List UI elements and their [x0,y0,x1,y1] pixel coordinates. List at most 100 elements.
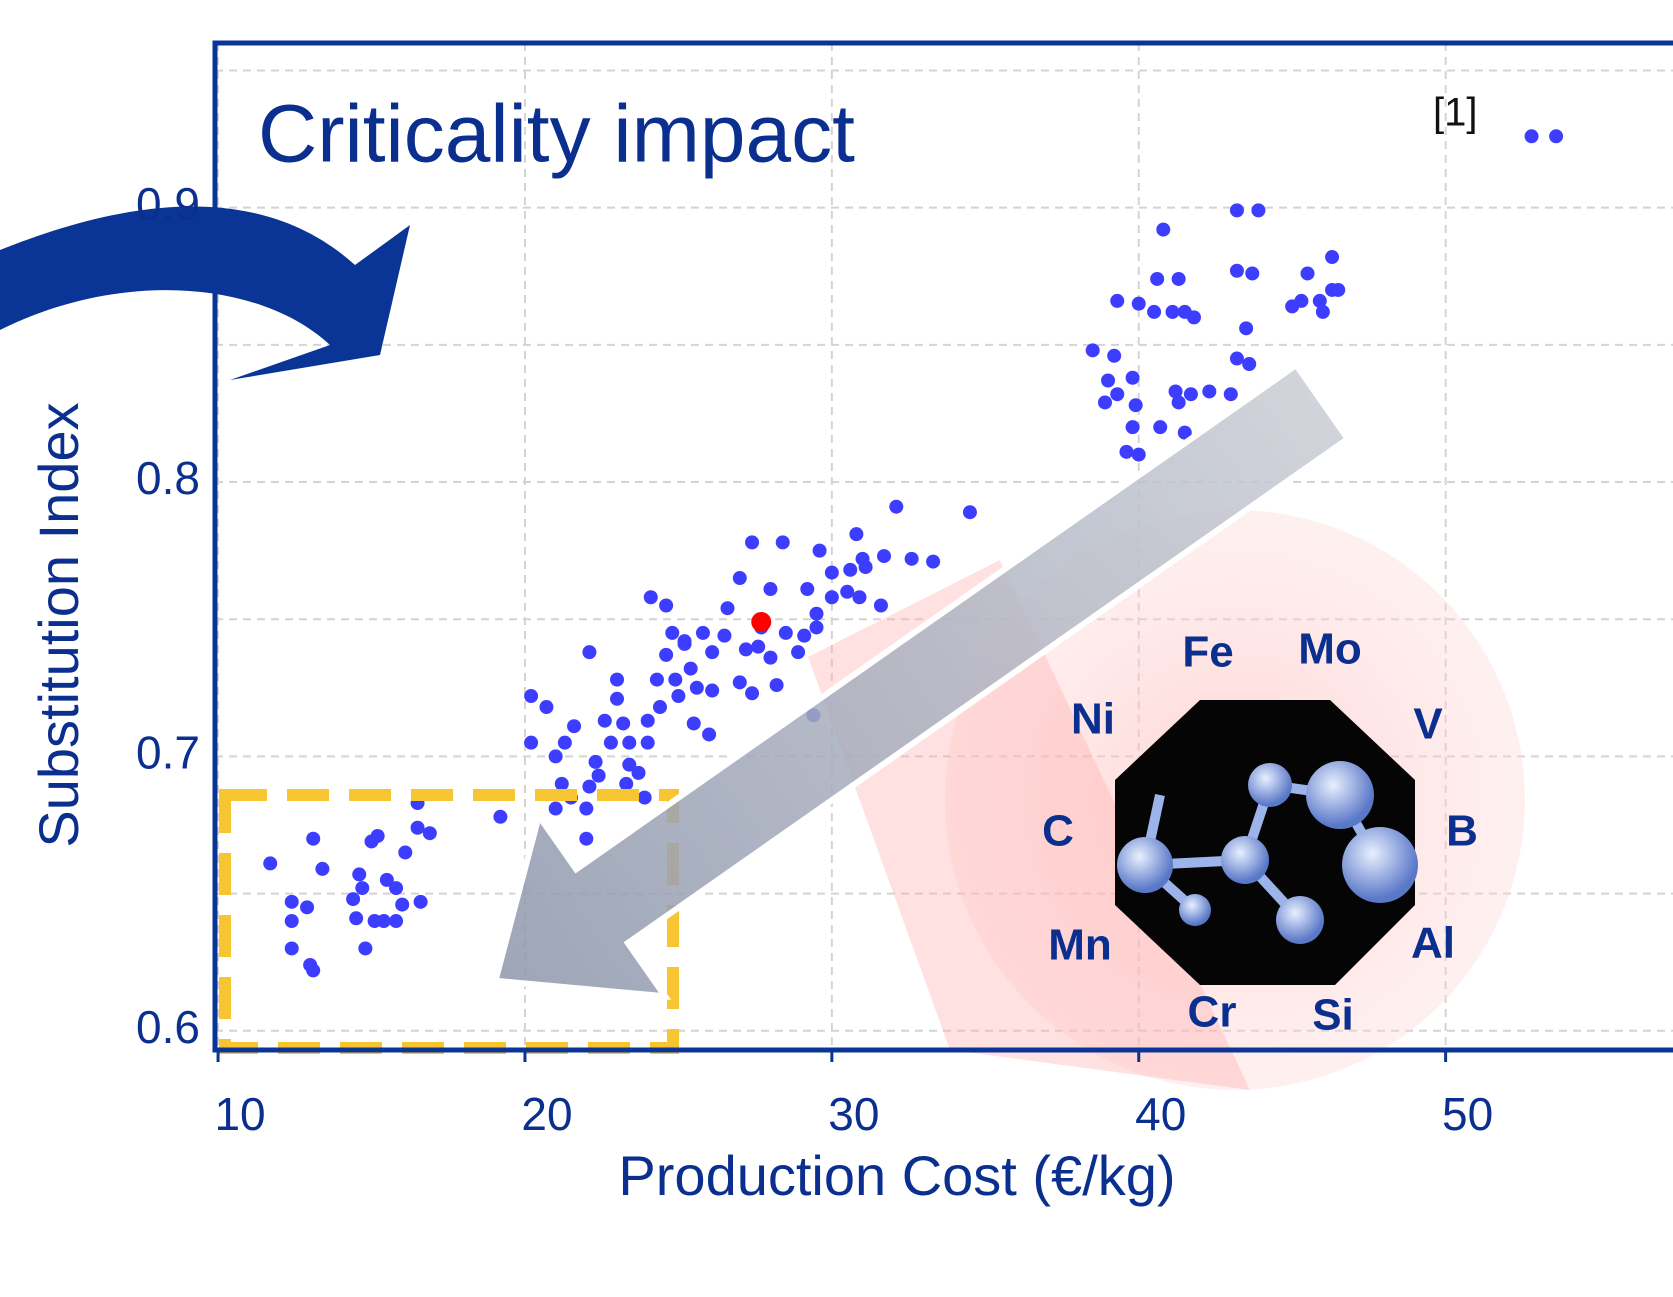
data-point [306,832,320,846]
data-point [1549,129,1563,143]
data-point [622,736,636,750]
data-point [705,645,719,659]
data-point [843,563,857,577]
data-point [797,629,811,643]
data-point [1119,445,1133,459]
data-point [1098,395,1112,409]
y-axis-title: Substitution Index [27,402,90,847]
data-point [524,689,538,703]
data-point [810,620,824,634]
data-point [825,566,839,580]
data-point [889,500,903,514]
data-point [1239,321,1253,335]
data-point [1132,448,1146,462]
data-point [926,555,940,569]
data-point [1202,384,1216,398]
data-point [349,911,363,925]
data-point [644,590,658,604]
data-point [352,867,366,881]
data-point [810,607,824,621]
data-point [641,736,655,750]
data-point [555,777,569,791]
data-point [371,829,385,843]
data-point [598,714,612,728]
data-point [315,862,329,876]
data-point [1242,357,1256,371]
element-label: Fe [1182,628,1233,677]
data-point [558,736,572,750]
data-point [665,626,679,640]
data-point [579,832,593,846]
data-point [659,598,673,612]
y-tick-label: 0.8 [136,452,200,504]
data-point [1301,266,1315,280]
data-point [1110,294,1124,308]
x-tick-label: 10 [214,1088,265,1140]
data-point [963,505,977,519]
data-point [355,881,369,895]
data-point [604,736,618,750]
data-point [589,755,603,769]
molecule-image [1115,700,1418,985]
chart: FeMoNiVCBMnAlCrSi Criticality impact [1]… [0,0,1673,1297]
data-point [1156,223,1170,237]
data-point [763,582,777,596]
data-point [776,535,790,549]
data-point [800,582,814,596]
data-point [263,856,277,870]
data-point [306,963,320,977]
data-point [1245,266,1259,280]
x-axis-title: Production Cost (€/kg) [618,1144,1175,1207]
curved-arrow [0,206,410,380]
data-point [1184,387,1198,401]
data-point [638,791,652,805]
data-point [1230,264,1244,278]
data-point [1126,371,1140,385]
data-point [616,716,630,730]
element-label: Al [1411,919,1455,968]
data-point [1230,203,1244,217]
data-point [751,640,765,654]
data-point [377,914,391,928]
data-point [687,716,701,730]
element-label: V [1413,700,1443,749]
data-point [874,598,888,612]
data-point [1132,297,1146,311]
data-point [696,626,710,640]
data-point [610,673,624,687]
data-point [1172,395,1186,409]
x-tick-label: 20 [521,1088,572,1140]
y-tick-label: 0.9 [136,178,200,230]
element-label: Cr [1188,988,1237,1037]
data-point [745,686,759,700]
x-tick-label: 30 [828,1088,879,1140]
data-point [840,585,854,599]
data-point [549,802,563,816]
element-label: C [1042,807,1074,856]
data-point [852,590,866,604]
data-point [389,881,403,895]
data-point [877,549,891,563]
data-point [398,845,412,859]
data-point [1251,203,1265,217]
y-tick-label: 0.7 [136,727,200,779]
data-point [632,766,646,780]
data-point [619,777,633,791]
data-point [791,645,805,659]
y-tick-label: 0.6 [136,1001,200,1053]
data-point [423,826,437,840]
data-point [1224,387,1238,401]
data-point [285,914,299,928]
data-point [549,749,563,763]
data-point [1147,305,1161,319]
data-point [690,681,704,695]
data-point [285,941,299,955]
data-point [493,810,507,824]
data-point [1153,420,1167,434]
data-point [414,895,428,909]
data-point [763,651,777,665]
data-point [1294,294,1308,308]
data-point [671,689,685,703]
data-point [745,535,759,549]
data-point [1165,305,1179,319]
